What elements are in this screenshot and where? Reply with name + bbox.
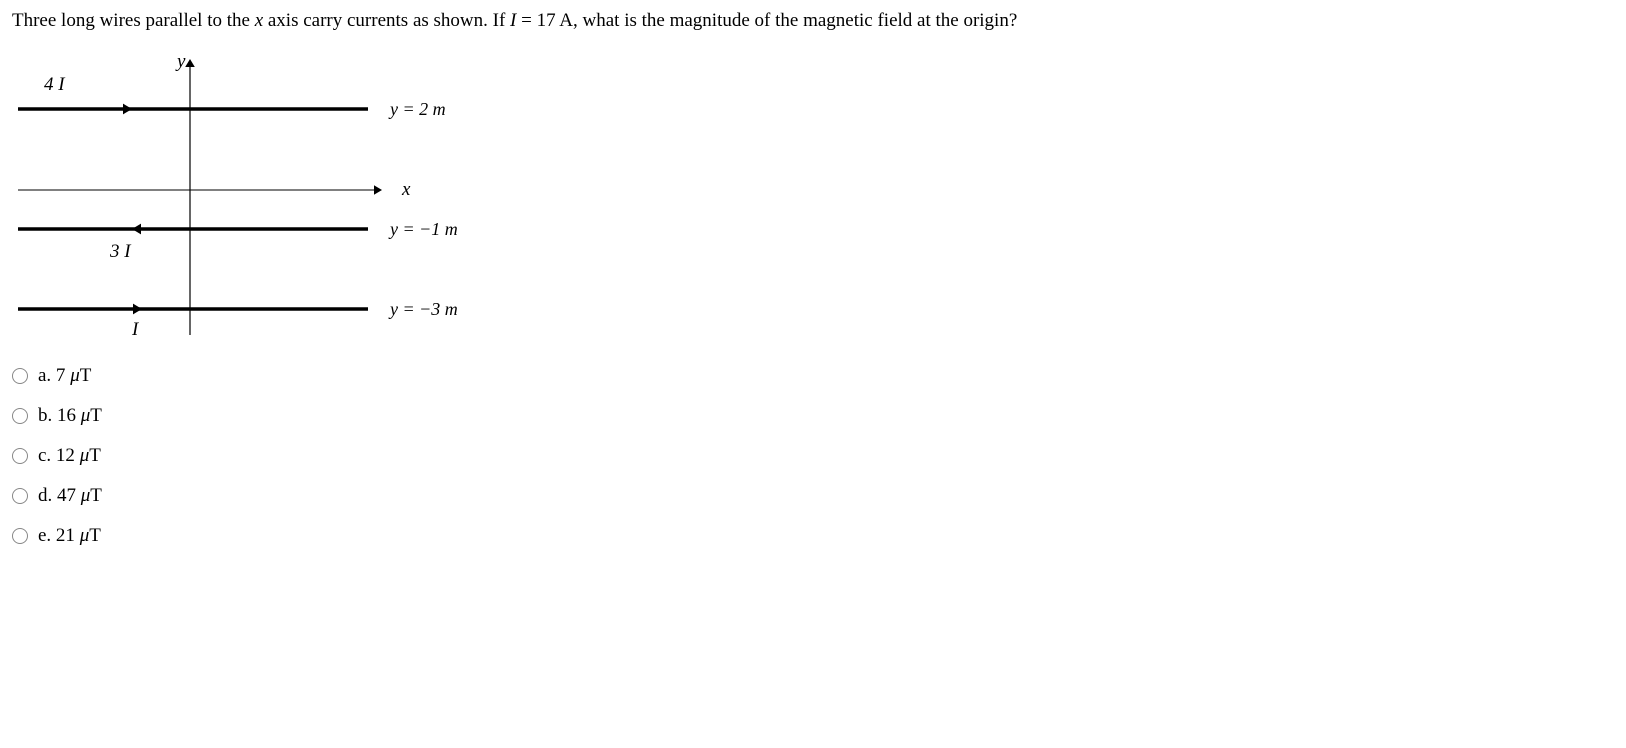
radio-e[interactable] [12,528,28,544]
option-row-b[interactable]: b. 16 μT [12,405,1614,427]
option-row-a[interactable]: a. 7 μT [12,365,1614,387]
q-mid2: = 17 A, what is the magnitude of the mag… [516,10,1017,31]
option-row-d[interactable]: d. 47 μT [12,485,1614,507]
q-mid1: axis carry currents as shown. If [263,10,510,31]
option-row-e[interactable]: e. 21 μT [12,525,1614,547]
q-pre: Three long wires parallel to the [12,10,255,31]
radio-c[interactable] [12,448,28,464]
wire-position-0: y = 2 m [390,99,446,120]
wire-current-0: 4 I [44,74,65,96]
q-var-x: x [255,10,263,31]
option-label-c: c. 12 μT [38,445,101,467]
option-label-d: d. 47 μT [38,485,102,507]
radio-a[interactable] [12,368,28,384]
radio-b[interactable] [12,408,28,424]
axis-label-x: x [402,179,410,201]
question-text: Three long wires parallel to the x axis … [12,8,1614,35]
option-label-e: e. 21 μT [38,525,101,547]
option-label-b: b. 16 μT [38,405,102,427]
wire-position-1: y = −1 m [390,219,458,240]
option-label-a: a. 7 μT [38,365,91,387]
diagram: yx4 Iy = 2 m3 Iy = −1 mIy = −3 m [12,55,532,345]
options-group: a. 7 μT b. 16 μT c. 12 μT d. 47 μT e. 21 μT [12,365,1614,547]
wire-current-1: 3 I [110,241,131,263]
option-row-c[interactable]: c. 12 μT [12,445,1614,467]
wire-current-2: I [132,319,138,341]
radio-d[interactable] [12,488,28,504]
axis-label-y: y [177,51,185,73]
wire-position-2: y = −3 m [390,299,458,320]
